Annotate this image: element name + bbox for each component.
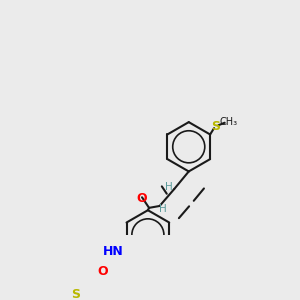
Text: HN: HN (103, 245, 124, 258)
Text: S: S (71, 288, 80, 300)
Text: CH₃: CH₃ (220, 117, 238, 127)
Text: O: O (98, 266, 108, 278)
Text: S: S (212, 120, 220, 133)
Text: H: H (159, 204, 166, 214)
Text: H: H (165, 182, 173, 192)
Text: O: O (137, 192, 147, 205)
